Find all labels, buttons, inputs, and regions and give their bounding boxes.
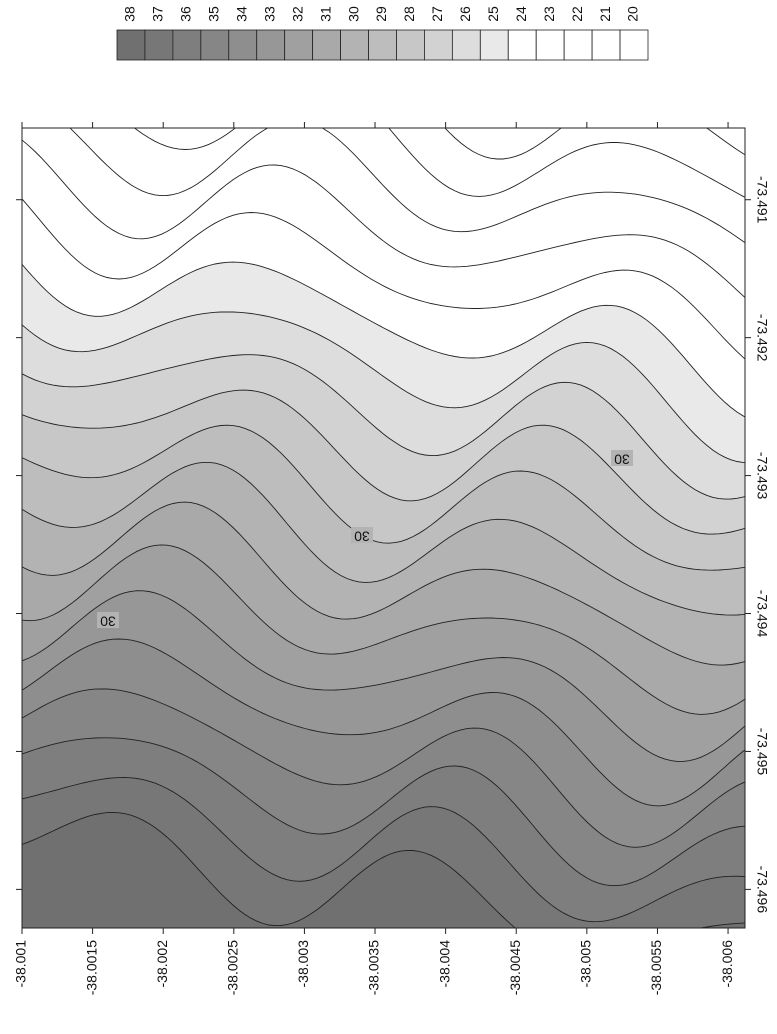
contour-line <box>22 261 745 418</box>
colorbar-label: 26 <box>457 6 473 22</box>
contour-band <box>22 812 745 928</box>
contour-line <box>22 198 745 360</box>
x-tick-label: -38.0015 <box>83 940 99 995</box>
contour-line <box>22 501 745 666</box>
colorbar-cell <box>144 29 174 61</box>
colorbar-label: 34 <box>233 6 249 22</box>
colorbar-label: 28 <box>401 6 417 22</box>
x-tick-label: -38.004 <box>436 940 452 988</box>
colorbar-cell <box>368 29 397 61</box>
x-tick-label: -38.003 <box>295 940 311 988</box>
colorbar-cell <box>451 29 481 61</box>
colorbar-cell <box>172 29 202 61</box>
x-tick-label: -38.0055 <box>648 940 664 995</box>
colorbar-cell <box>116 29 146 61</box>
colorbar-cell <box>256 29 286 61</box>
contour-label-bg <box>97 612 119 628</box>
colorbar-cell <box>396 29 425 61</box>
x-tick-label: -38.0025 <box>225 940 241 995</box>
contour-line <box>22 544 745 715</box>
contour-line <box>22 811 745 928</box>
contour-line <box>22 688 745 848</box>
colorbar-label: 24 <box>513 6 529 22</box>
colorbar-label: 32 <box>289 6 305 22</box>
colorbar-cell <box>591 29 621 61</box>
x-tick-label: -38.006 <box>719 940 735 988</box>
y-tick-label: -73.492 <box>754 314 770 362</box>
contour-line <box>133 128 745 198</box>
colorbar-cell <box>200 29 230 61</box>
y-tick-label: -73.495 <box>754 728 770 776</box>
colorbar-label: 22 <box>569 6 585 22</box>
y-tick-label: -73.493 <box>754 452 770 500</box>
colorbar-label: 23 <box>541 6 557 22</box>
colorbar-cell <box>563 29 593 61</box>
colorbar-cell <box>507 29 537 61</box>
x-tick-label: -38.001 <box>13 940 29 988</box>
colorbar-label: 27 <box>429 6 445 22</box>
colorbar-label: 31 <box>317 6 333 22</box>
colorbar-label: 21 <box>597 6 613 22</box>
contour-label: 30 <box>354 528 370 544</box>
contour-label: 30 <box>100 613 116 629</box>
colorbar-cell <box>535 29 565 61</box>
x-tick-label: -38.0035 <box>366 940 382 995</box>
colorbar-label: 33 <box>261 6 277 22</box>
x-tick-label: -38.0045 <box>507 940 523 995</box>
colorbar-label: 30 <box>345 6 361 22</box>
colorbar-label: 20 <box>625 6 641 22</box>
colorbar-label: 36 <box>178 6 194 22</box>
contour-line <box>69 128 745 244</box>
plot-frame <box>21 127 746 929</box>
contour-line <box>22 461 745 616</box>
x-tick-label: -38.005 <box>578 940 594 988</box>
contour-line <box>22 424 745 571</box>
colorbar-cell <box>340 29 369 61</box>
contour-line <box>22 139 745 299</box>
colorbar-cell <box>424 29 453 61</box>
colorbar-label: 38 <box>122 6 138 22</box>
contour-label-bg <box>351 527 373 543</box>
colorbar-label: 29 <box>373 6 389 22</box>
contour-line <box>22 389 745 535</box>
colorbar-cell <box>479 29 509 61</box>
colorbar-cell <box>619 29 649 61</box>
y-tick-label: -73.496 <box>754 866 770 914</box>
contour-line <box>22 354 745 500</box>
colorbar-cell <box>312 29 341 61</box>
colorbar-label: 35 <box>206 6 222 22</box>
colorbar-label: 37 <box>150 6 166 22</box>
contour-line <box>22 777 745 923</box>
plot-area <box>22 128 745 928</box>
colorbar-label: 25 <box>485 6 501 22</box>
contour-line <box>22 311 745 463</box>
contour-label-bg <box>611 450 633 466</box>
contour-line <box>22 638 745 807</box>
contour-line <box>22 590 745 762</box>
colorbar-cell <box>228 29 258 61</box>
contour-line <box>22 737 745 887</box>
x-tick-label: -38.002 <box>154 940 170 988</box>
y-tick-label: -73.491 <box>754 176 770 224</box>
contour-label: 30 <box>614 451 630 467</box>
y-tick-label: -73.494 <box>754 590 770 638</box>
colorbar-cell <box>284 29 314 61</box>
